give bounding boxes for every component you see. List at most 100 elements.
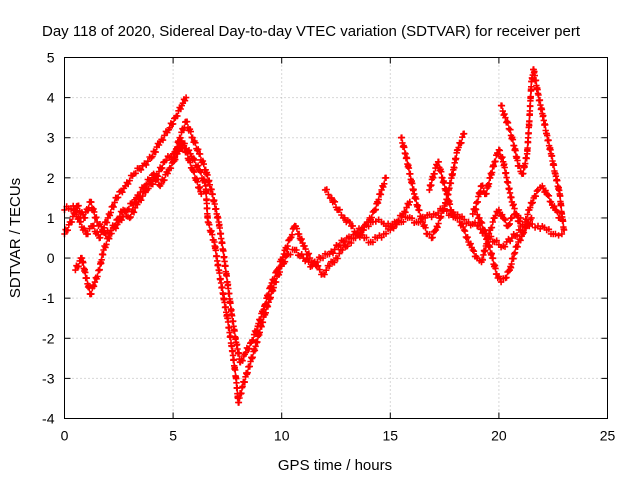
data-point [407, 170, 414, 177]
data-point [498, 102, 506, 109]
data-point [525, 129, 532, 137]
data-point [550, 162, 558, 169]
data-point [458, 139, 465, 146]
data-point [514, 157, 521, 164]
data-point [478, 219, 486, 227]
data-point [288, 231, 296, 238]
data-point [107, 209, 114, 216]
data-point [492, 158, 499, 165]
data-point [119, 189, 126, 196]
data-point [159, 136, 167, 144]
data-point [489, 255, 497, 262]
data-point [72, 266, 79, 274]
data-point [262, 300, 269, 308]
data-point [96, 266, 103, 273]
data-point [489, 218, 496, 226]
data-point [112, 225, 120, 232]
data-point [326, 262, 333, 270]
series-track-4 [169, 118, 390, 366]
data-point [501, 215, 508, 223]
data-point [528, 214, 535, 222]
data-point [522, 160, 529, 167]
data-point [454, 215, 461, 222]
data-point [187, 128, 194, 135]
data-point [171, 154, 179, 161]
series-track-3 [72, 142, 205, 298]
data-point [437, 213, 445, 220]
data-point [155, 141, 163, 149]
data-point [460, 216, 468, 223]
data-point [200, 176, 207, 183]
plot-frame [64, 57, 608, 419]
data-point [314, 262, 322, 269]
data-point [137, 188, 144, 196]
data-point [222, 262, 229, 270]
data-point [431, 170, 438, 177]
data-point [129, 208, 137, 215]
data-point [206, 221, 213, 228]
data-point [474, 211, 481, 218]
data-point [195, 146, 202, 153]
data-point [499, 211, 506, 218]
x-tick-label: 15 [383, 428, 399, 444]
data-point [192, 139, 199, 146]
data-point [158, 180, 165, 188]
data-point [284, 242, 291, 250]
data-point [162, 157, 170, 164]
y-tick-label: 4 [47, 90, 55, 106]
data-point [257, 316, 264, 323]
data-point [114, 194, 122, 201]
data-point [90, 283, 98, 290]
data-point [108, 230, 115, 237]
data-point [88, 198, 95, 206]
data-point [505, 222, 512, 229]
data-point [559, 218, 567, 225]
data-point [509, 136, 517, 143]
data-point [325, 191, 332, 198]
data-point [493, 237, 500, 244]
axis-ticks: 0 5 10 15 20 25 -4 -3 -2 -1 0 1 2 3 4 5 [42, 50, 615, 444]
data-point [118, 216, 125, 224]
data-point [331, 259, 338, 266]
data-point [369, 239, 377, 246]
data-point [126, 177, 133, 184]
data-point [125, 205, 133, 213]
data-point [230, 356, 238, 364]
data-point [280, 250, 288, 258]
data-point [194, 162, 202, 169]
data-point [416, 207, 423, 214]
data-point [453, 155, 460, 162]
data-point [103, 219, 111, 226]
data-point [137, 166, 145, 173]
data-point [182, 94, 190, 101]
data-point [380, 183, 387, 191]
data-point [497, 278, 505, 286]
data-point [339, 246, 346, 254]
data-point [461, 227, 469, 235]
data-point [167, 165, 175, 172]
data-point [434, 224, 441, 231]
data-point [98, 223, 105, 230]
data-point [334, 255, 341, 262]
x-tick-label: 20 [491, 428, 507, 444]
data-point [524, 144, 531, 152]
data-point [174, 144, 181, 152]
data-point [159, 164, 166, 172]
series-track-6 [398, 130, 468, 242]
data-point [177, 134, 184, 141]
data-point [520, 170, 527, 177]
data-point [164, 170, 171, 177]
data-point [319, 254, 327, 262]
data-point [506, 220, 513, 228]
data-point [513, 212, 521, 219]
data-point [505, 267, 512, 275]
data-point [547, 198, 555, 206]
data-point [434, 209, 442, 217]
data-point [527, 93, 534, 100]
data-point [94, 273, 101, 280]
data-point [501, 243, 509, 250]
data-point [529, 199, 536, 206]
data-point [451, 211, 458, 218]
y-tick-label: -4 [42, 411, 55, 427]
data-point [440, 207, 447, 214]
